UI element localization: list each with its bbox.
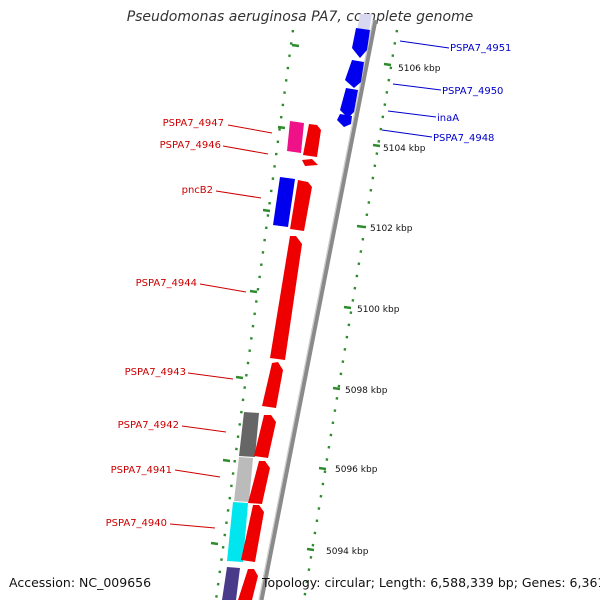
scale-label: 5106 kbp: [398, 64, 441, 74]
scale-label: 5098 kbp: [345, 386, 388, 396]
gene-label-pspa7-4940[interactable]: PSPA7_4940: [106, 518, 167, 529]
gene-arrow-red-b[interactable]: [290, 180, 312, 231]
gene-arrow-inaa[interactable]: [340, 88, 358, 118]
scale-label: 5096 kbp: [335, 465, 378, 475]
inner-ticks: [210, 43, 300, 546]
gene-label-pspa7-4942[interactable]: PSPA7_4942: [118, 420, 179, 431]
scale-label: 5104 kbp: [383, 144, 426, 154]
gene-label-pspa7-4944[interactable]: PSPA7_4944: [136, 278, 197, 289]
topology-text: Topology: circular; Length: 6,588,339 bp…: [262, 575, 600, 590]
gene-label-pspa7-4946[interactable]: PSPA7_4946: [160, 140, 221, 151]
label-connector: [181, 425, 227, 433]
label-connector: [169, 523, 216, 529]
gene-arrow-red-d[interactable]: [248, 461, 270, 504]
genome-backbone-highlight: [258, 19, 374, 600]
label-connector: [387, 110, 437, 118]
accession-text: Accession: NC_009656: [9, 575, 152, 590]
gene-arrow-red-f[interactable]: [238, 569, 258, 600]
label-connector: [222, 145, 269, 155]
gene-label-pspa7-4947[interactable]: PSPA7_4947: [163, 118, 224, 129]
label-connector: [227, 124, 273, 134]
gene-label-pspa7-4950[interactable]: PSPA7_4950: [442, 86, 503, 97]
label-connector: [399, 40, 450, 49]
label-connector: [174, 469, 221, 478]
label-connector: [215, 190, 262, 199]
gene-arrow-pspa7-4950[interactable]: [345, 60, 364, 88]
gene-arrow-red-e[interactable]: [241, 505, 264, 562]
gene-arrow-pspa7-4946[interactable]: [303, 124, 321, 157]
map-title: Pseudomonas aeruginosa PA7, complete gen…: [126, 9, 474, 25]
scale-label: 5100 kbp: [357, 305, 400, 315]
gene-label-pspa7-4948[interactable]: PSPA7_4948: [433, 133, 494, 144]
inner-track-guide: [214, 29, 295, 600]
label-connector: [392, 83, 442, 91]
gene-arrow-small-red[interactable]: [302, 159, 318, 166]
label-connector: [187, 372, 234, 380]
gene-box-purple[interactable]: [222, 567, 240, 600]
gene-box-pspa7-4947[interactable]: [287, 121, 304, 153]
gene-label-pncb2[interactable]: pncB2: [182, 185, 213, 196]
outer-ticks: [306, 62, 392, 552]
scale-label: 5094 kbp: [326, 547, 369, 557]
forward-strand-features: [337, 14, 372, 127]
label-connector: [381, 129, 433, 138]
scale-label: 5102 kbp: [370, 224, 413, 234]
gene-label-pspa7-4941[interactable]: PSPA7_4941: [111, 465, 172, 476]
gene-box-pspa7-4941[interactable]: [234, 457, 253, 502]
gene-label-pspa7-4943[interactable]: PSPA7_4943: [125, 367, 186, 378]
gene-box-pspa7-4940[interactable]: [227, 502, 248, 562]
gene-arrow-pspa7-4944[interactable]: [270, 236, 302, 360]
gene-label-pspa7-4951[interactable]: PSPA7_4951: [450, 43, 511, 54]
gene-arrow-pspa7-4948[interactable]: [337, 114, 352, 127]
gene-box-pspa7-4942[interactable]: [239, 412, 259, 457]
reverse-strand-features: [222, 121, 321, 600]
gene-arrow-pspa7-4943[interactable]: [262, 362, 283, 408]
gene-label-inaa[interactable]: inaA: [437, 113, 459, 124]
genome-backbone: [258, 19, 378, 600]
label-connector: [199, 283, 247, 293]
gene-arrow-red-c[interactable]: [254, 415, 276, 458]
gene-box-pncb2[interactable]: [273, 177, 295, 227]
gene-arrow-pspa7-4951[interactable]: [352, 28, 370, 58]
